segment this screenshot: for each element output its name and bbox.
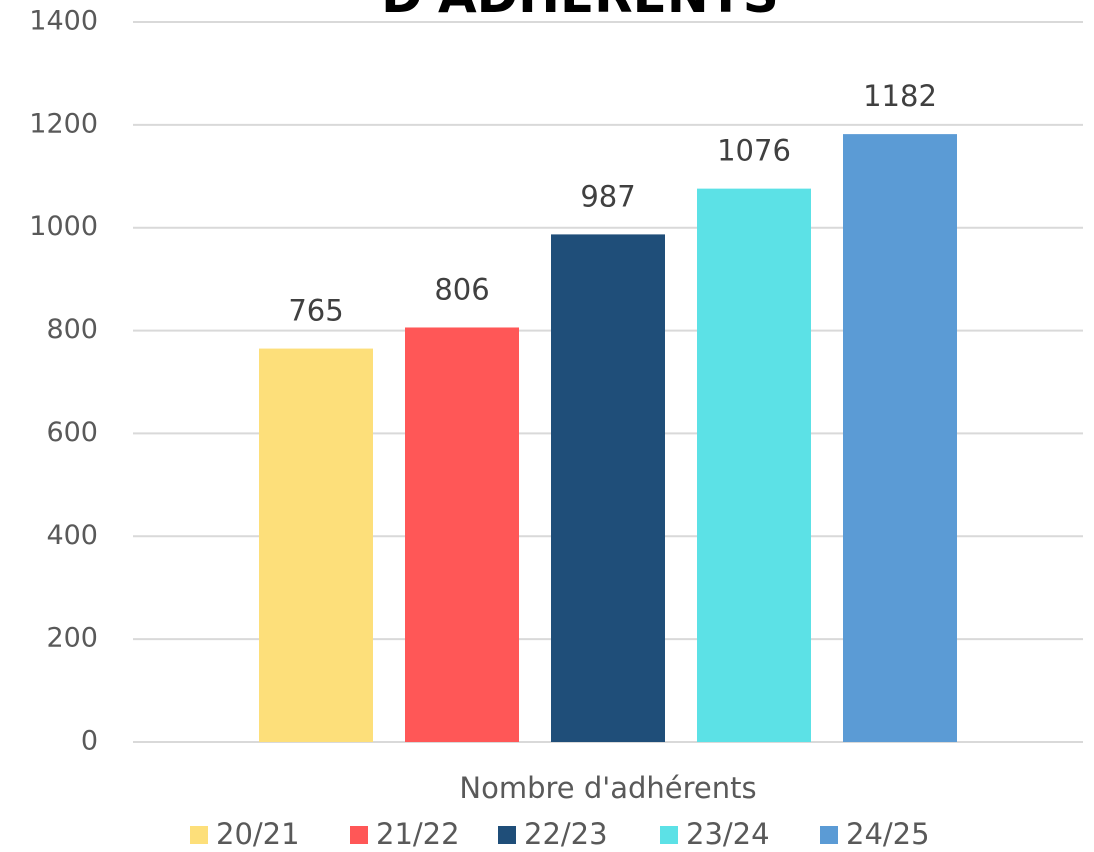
y-tick-label: 1400 xyxy=(29,6,98,37)
y-tick-label: 800 xyxy=(46,314,98,345)
legend-swatch xyxy=(820,826,838,844)
legend-label: 23/24 xyxy=(686,817,770,851)
legend-label: 20/21 xyxy=(216,817,300,851)
y-tick-label: 1000 xyxy=(29,211,98,242)
y-tick-label: 0 xyxy=(81,726,98,757)
bar xyxy=(405,327,519,742)
data-label: 987 xyxy=(580,179,635,213)
bar xyxy=(843,134,957,743)
legend-label: 24/25 xyxy=(846,817,930,851)
legend-label: 22/23 xyxy=(524,817,608,851)
y-tick-label: 600 xyxy=(46,417,98,448)
legend-swatch xyxy=(498,826,516,844)
data-label: 806 xyxy=(434,272,489,306)
bar xyxy=(259,348,373,742)
y-tick-label: 1200 xyxy=(29,108,98,139)
y-tick-label: 400 xyxy=(46,520,98,551)
y-tick-label: 200 xyxy=(46,623,98,654)
legend-label: 21/22 xyxy=(376,817,460,851)
data-label: 1076 xyxy=(717,134,791,168)
bar xyxy=(551,234,665,742)
x-tick-label: Nombre d'adhérents xyxy=(459,771,756,805)
bar xyxy=(697,188,811,743)
data-label: 1182 xyxy=(863,79,937,113)
legend-swatch xyxy=(660,826,678,844)
chart-title: D'ADHERENTS xyxy=(381,0,779,24)
data-label: 765 xyxy=(288,294,343,328)
legend-swatch xyxy=(350,826,368,844)
legend-swatch xyxy=(190,826,208,844)
